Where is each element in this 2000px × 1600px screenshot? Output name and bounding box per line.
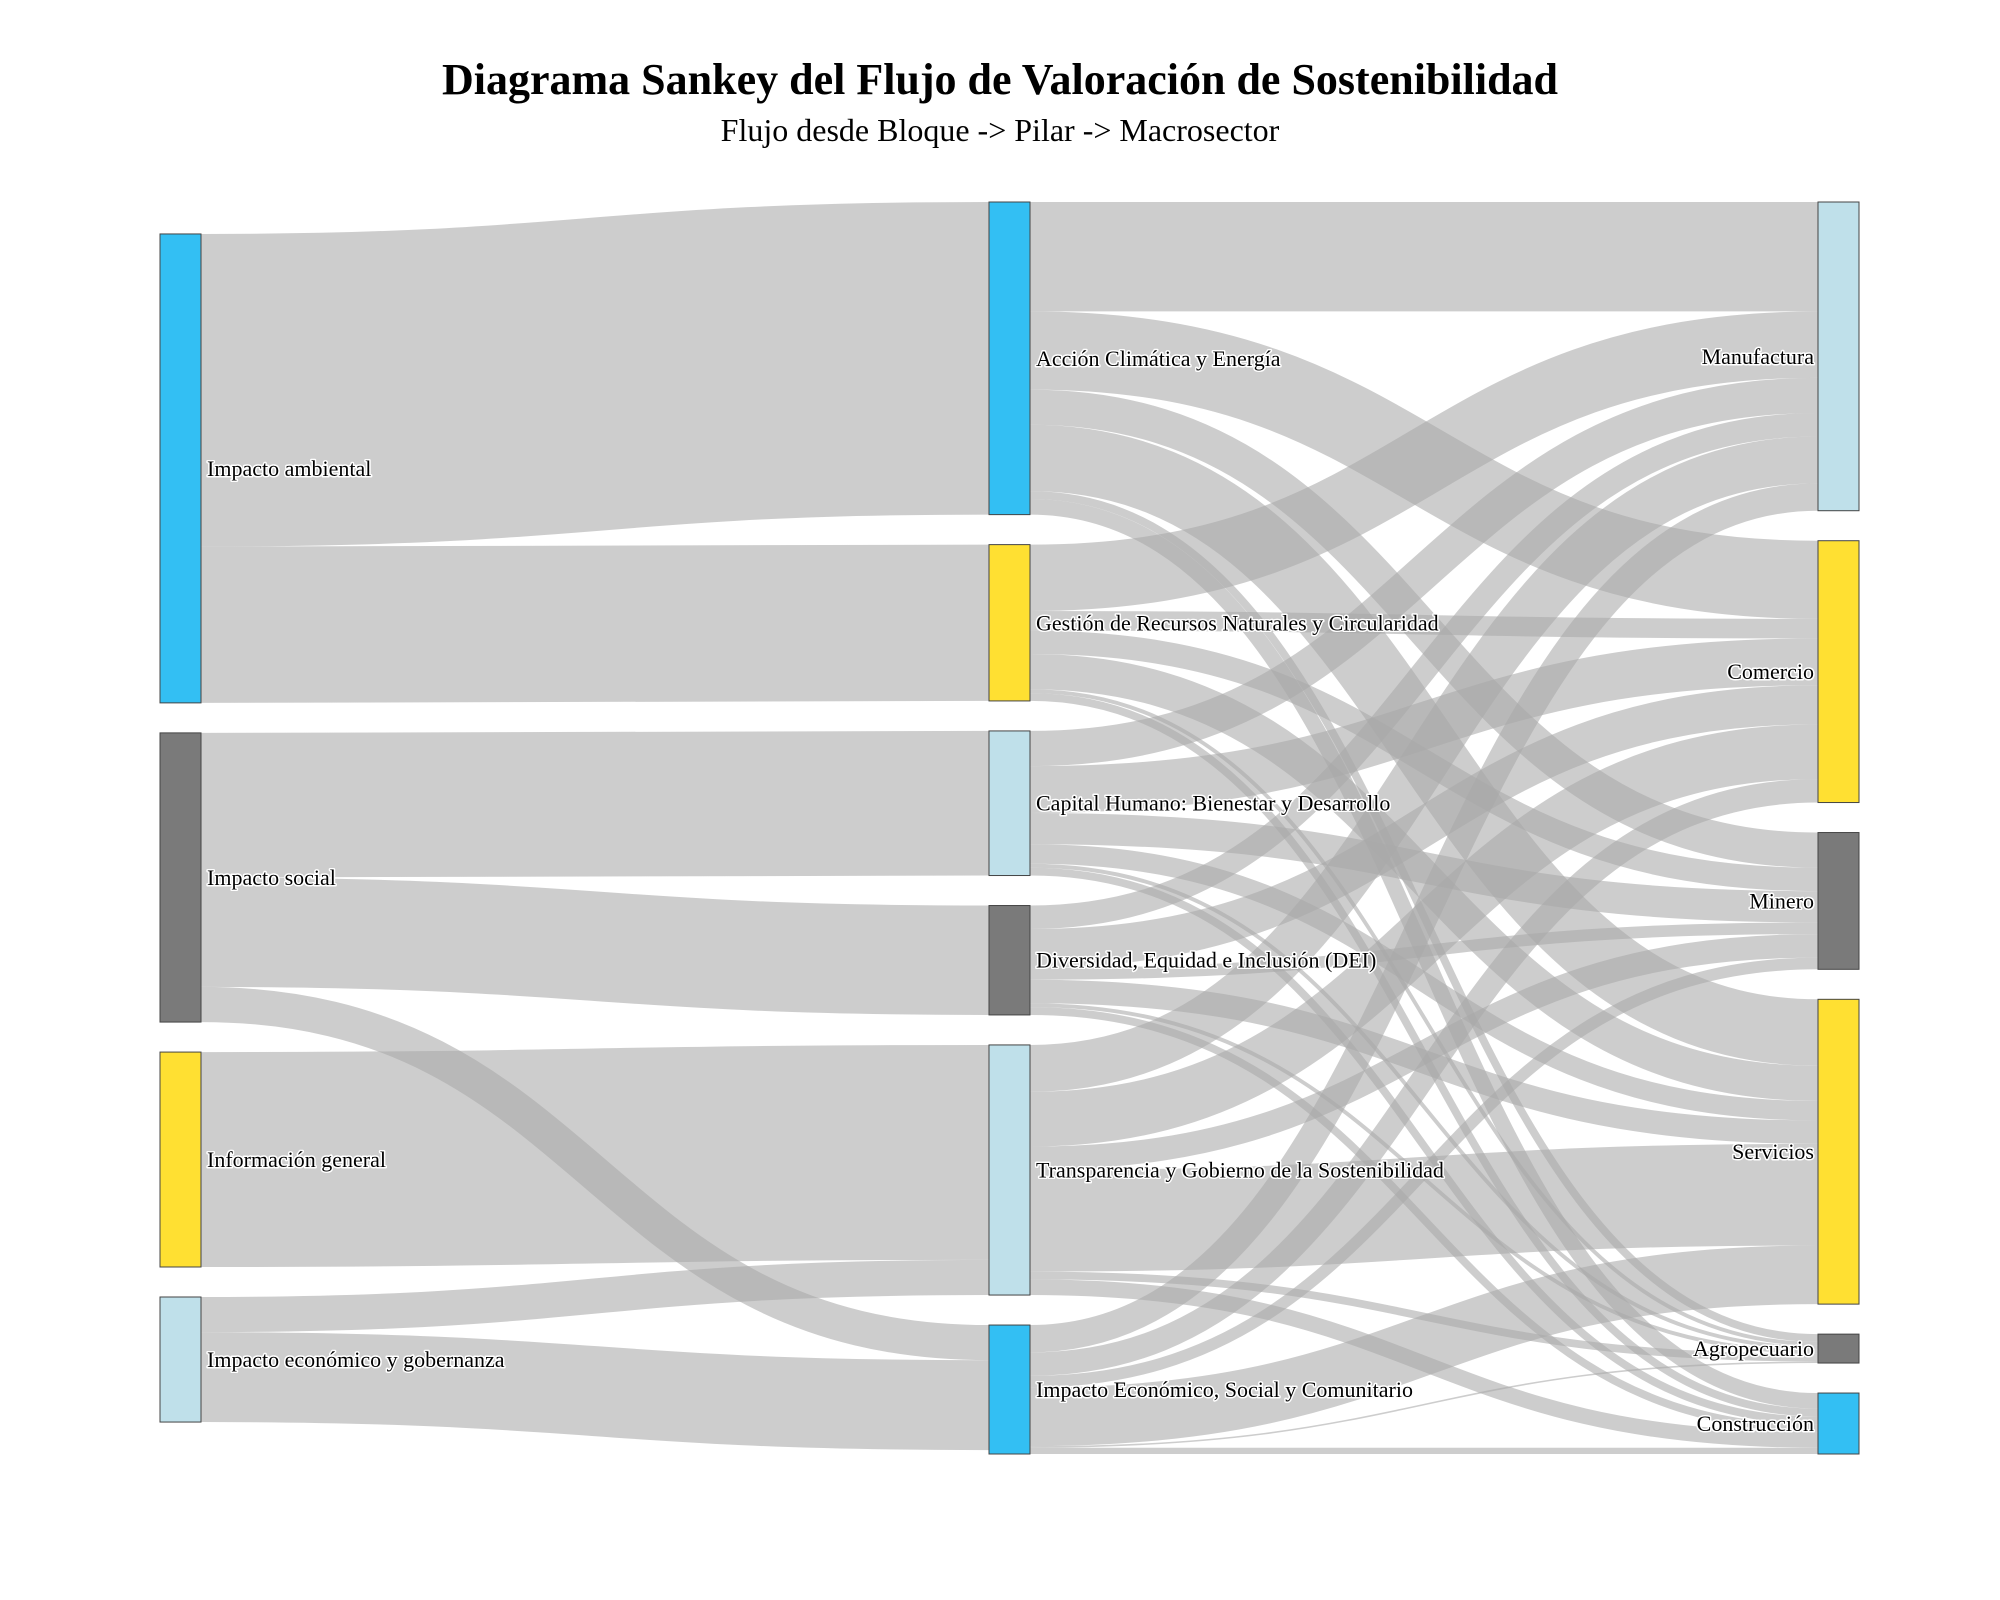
node-con	[1817, 1392, 1860, 1455]
node-dei	[988, 905, 1031, 1016]
node-label-min: Minero	[1749, 888, 1814, 913]
link-chb-to-man	[1029, 377, 1819, 767]
labels-layer: Impacto ambiental Impacto social Informaci…	[206, 342, 1816, 1437]
node-chb	[988, 730, 1031, 877]
node-label-agr: Agropecuario	[1693, 1336, 1814, 1361]
node-agr	[1817, 1333, 1860, 1364]
link-ies-to-ser	[1029, 1245, 1819, 1447]
link-ies-to-agr	[1029, 1361, 1819, 1448]
node-label-eco: Impacto económico y gobernanza	[207, 1347, 505, 1372]
link-amb-to-ace	[200, 202, 990, 547]
node-label-com: Comercio	[1727, 659, 1814, 684]
node-ace	[988, 201, 1031, 516]
link-eco-to-ies	[200, 1332, 990, 1451]
node-label-ies: Impacto Económico, Social y Comunitario	[1036, 1377, 1413, 1402]
node-label-inf: Información general	[207, 1147, 386, 1172]
link-chb-to-min	[1029, 812, 1819, 923]
link-dei-to-man	[1029, 413, 1819, 929]
node-soc	[159, 732, 202, 1023]
node-label-soc: Impacto social	[207, 865, 336, 890]
node-grn	[988, 544, 1031, 702]
link-tgs-to-ser	[1029, 1143, 1819, 1272]
node-com	[1817, 540, 1860, 804]
link-chb-to-con	[1029, 867, 1819, 1425]
link-chb-to-ser	[1029, 844, 1819, 1121]
link-eco-to-tgs	[200, 1259, 990, 1333]
node-label-chb: Capital Humano: Bienestar y Desarrollo	[1036, 791, 1390, 816]
node-eco	[159, 1296, 202, 1423]
node-label-ser: Servicios	[1732, 1139, 1814, 1164]
node-amb	[159, 233, 202, 704]
node-inf	[159, 1051, 202, 1268]
node-min	[1817, 832, 1860, 970]
link-soc-to-dei	[200, 877, 990, 1015]
link-ies-to-min	[1029, 957, 1819, 1388]
node-label-man: Manufactura	[1702, 344, 1815, 369]
link-grn-to-com	[1029, 611, 1819, 639]
link-grn-to-man	[1029, 311, 1819, 612]
link-amb-to-grn	[200, 544, 990, 703]
nodes-layer	[159, 201, 1860, 1455]
link-tgs-to-man	[1029, 436, 1819, 1092]
node-label-ace: Acción Climática y Energía	[1036, 346, 1281, 371]
node-ies	[988, 1324, 1031, 1455]
chart-subtitle: Flujo desde Bloque -> Pilar -> Macrosect…	[720, 112, 1280, 148]
node-label-amb: Impacto ambiental	[207, 456, 371, 481]
chart-title: Diagrama Sankey del Flujo de Valoración …	[441, 55, 1559, 104]
node-tgs	[988, 1044, 1031, 1296]
node-man	[1817, 201, 1860, 512]
link-soc-to-chb	[200, 730, 990, 878]
link-ies-to-man	[1029, 483, 1819, 1353]
node-ser	[1817, 998, 1860, 1305]
link-ies-to-com	[1029, 779, 1819, 1376]
node-label-dei: Diversidad, Equidad e Inclusión (DEI)	[1036, 948, 1376, 973]
links-layer	[200, 201, 1819, 1454]
node-label-tgs: Transparencia y Gobierno de la Sostenibi…	[1036, 1157, 1444, 1182]
link-tgs-to-min	[1029, 934, 1819, 1170]
node-label-grn: Gestión de Recursos Naturales y Circular…	[1036, 610, 1439, 635]
node-label-con: Construcción	[1697, 1411, 1814, 1436]
link-dei-to-com	[1029, 685, 1819, 969]
link-inf-to-tgs	[200, 1044, 990, 1267]
